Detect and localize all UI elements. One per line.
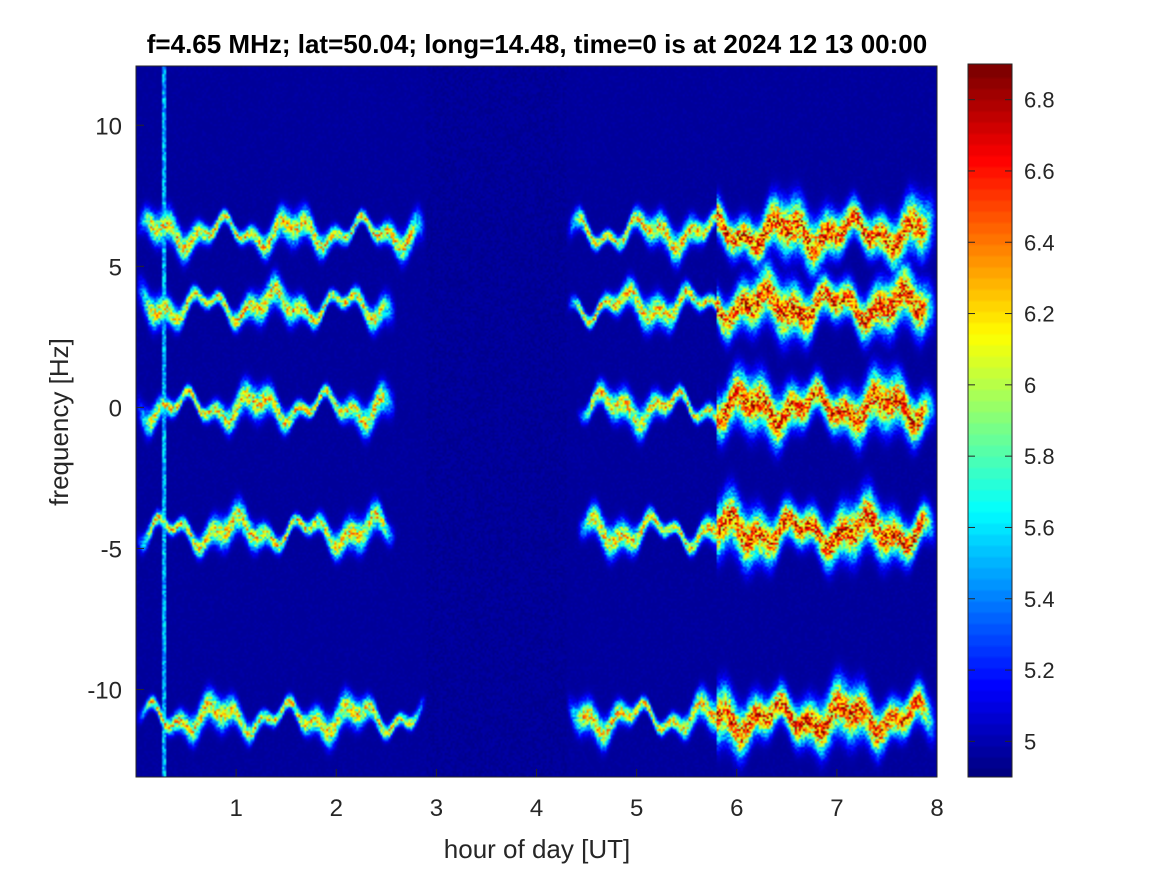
y-tick-label: 5: [109, 254, 122, 281]
colorbar-tick-label: 5.4: [1024, 587, 1055, 612]
colorbar-tick-label: 6.4: [1024, 230, 1055, 255]
colorbar-frame: [967, 63, 1013, 778]
x-tick-label: 3: [430, 795, 443, 822]
colorbar-tick-label: 6.2: [1024, 302, 1055, 327]
y-tick-label: -10: [87, 678, 122, 705]
x-tick-label: 7: [830, 795, 843, 822]
x-tick-label: 6: [730, 795, 743, 822]
x-tick-label: 1: [229, 795, 242, 822]
spectrogram-heatmap: [136, 66, 937, 777]
colorbar-gradient: [968, 64, 1012, 777]
y-tick-label: 10: [95, 113, 122, 140]
colorbar: 6.8 6.6 6.4 6.2 6 5.8 5.6 5.4 5.2 5: [967, 63, 1055, 778]
colorbar-tick-label: 6.6: [1024, 159, 1055, 184]
colorbar-tick-label: 5.6: [1024, 515, 1055, 540]
y-axis-label: frequency [Hz]: [44, 338, 74, 506]
y-tick-label: -5: [101, 536, 122, 563]
colorbar-tick-label: 5.2: [1024, 658, 1055, 683]
colorbar-tick-label: 5: [1024, 729, 1036, 754]
x-axis: 1 2 3 4 5 6 7 8: [229, 769, 944, 822]
colorbar-ticks: 6.8 6.6 6.4 6.2 6 5.8 5.6 5.4 5.2 5: [968, 88, 1055, 754]
x-tick-label: 2: [330, 795, 343, 822]
colorbar-tick-label: 5.8: [1024, 444, 1055, 469]
x-tick-label: 4: [530, 795, 543, 822]
y-axis: 10 5 0 -5 -10: [87, 113, 144, 705]
x-tick-label: 5: [630, 795, 643, 822]
colorbar-tick-label: 6.8: [1024, 88, 1055, 113]
plot-area: [135, 65, 938, 778]
colorbar-tick-label: 6: [1024, 373, 1036, 398]
chart-title: f=4.65 MHz; lat=50.04; long=14.48, time=…: [147, 29, 927, 59]
x-axis-label: hour of day [UT]: [444, 834, 630, 864]
x-tick-label: 8: [930, 795, 943, 822]
y-tick-label: 0: [109, 395, 122, 422]
